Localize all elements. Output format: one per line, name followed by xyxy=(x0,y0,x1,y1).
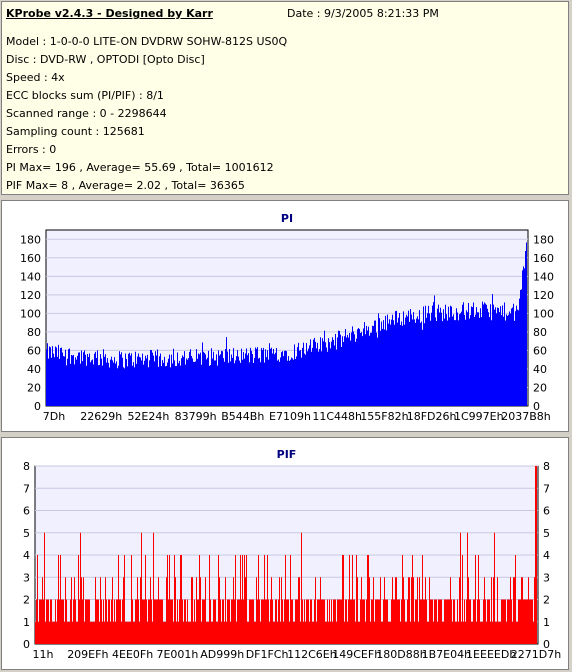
y-tick-label-right: 3 xyxy=(543,571,550,584)
x-tick-label: DF1FCh xyxy=(246,648,289,661)
y-tick-label-left: 40 xyxy=(27,363,41,376)
info-lines: Model : 1-0-0-0 LITE-ON DVDRW SOHW-812S … xyxy=(6,33,287,195)
x-tick-label: 7E001h xyxy=(156,648,198,661)
x-tick-label: 83799h xyxy=(175,410,217,423)
y-tick-label-left: 8 xyxy=(23,460,30,473)
chart-title: PIF xyxy=(277,448,297,461)
info-errors: Errors : 0 xyxy=(6,143,57,156)
info-range: Scanned range : 0 - 2298644 xyxy=(6,107,167,120)
info-model: Model : 1-0-0-0 LITE-ON DVDRW SOHW-812S … xyxy=(6,35,288,48)
y-tick-label-left: 120 xyxy=(20,289,41,302)
bars-group xyxy=(46,242,527,406)
x-tick-label: 22629h xyxy=(80,410,122,423)
info-pif-stats: PIF Max= 8 , Average= 2.02 , Total= 3636… xyxy=(6,179,245,192)
info-disc: Disc : DVD-RW , OPTODI [Opto Disc] xyxy=(6,53,205,66)
y-tick-label-right: 7 xyxy=(543,482,550,495)
bars-group xyxy=(35,466,537,644)
y-tick-label-left: 140 xyxy=(20,270,41,283)
y-tick-label-right: 0 xyxy=(543,638,550,651)
pi-chart-panel: PI 0 0 20 20 40 40 60 60 80 80 100 100 120 120 140 140 16… xyxy=(1,200,569,432)
y-tick-label-left: 80 xyxy=(27,326,41,339)
y-tick-label-right: 6 xyxy=(543,505,550,518)
y-tick-label-right: 60 xyxy=(533,344,547,357)
x-tick-label: 11h xyxy=(33,648,54,661)
x-tick-label: 18FD26h xyxy=(407,410,457,423)
y-tick-label-right: 100 xyxy=(533,307,554,320)
x-tick-label: 1C997Eh xyxy=(454,410,504,423)
y-tick-label-left: 7 xyxy=(23,482,30,495)
x-tick-label: 112C6Eh xyxy=(287,648,337,661)
y-tick-label-left: 0 xyxy=(34,400,41,413)
y-tick-label-right: 8 xyxy=(543,460,550,473)
info-speed: Speed : 4x xyxy=(6,71,65,84)
y-tick-label-left: 6 xyxy=(23,505,30,518)
y-tick-label-left: 60 xyxy=(27,344,41,357)
app-title: KProbe v2.4.3 - Designed by Karr xyxy=(6,7,213,20)
chart-title: PI xyxy=(281,212,293,225)
y-tick-label-right: 40 xyxy=(533,363,547,376)
y-tick-label-left: 180 xyxy=(20,233,41,246)
x-tick-label: E7109h xyxy=(269,410,311,423)
x-tick-label: 2037B8h xyxy=(501,410,551,423)
x-tick-label: 52E24h xyxy=(127,410,169,423)
info-panel: KProbe v2.4.3 - Designed by Karr Date : … xyxy=(1,1,569,195)
y-tick-label-left: 0 xyxy=(23,638,30,651)
y-tick-label-right: 2 xyxy=(543,594,550,607)
y-tick-label-left: 3 xyxy=(23,571,30,584)
info-ecc: ECC blocks sum (PI/PIF) : 8/1 xyxy=(6,89,164,102)
scan-date: Date : 9/3/2005 8:21:33 PM xyxy=(287,7,439,20)
x-tick-label: 4EE0Fh xyxy=(112,648,153,661)
info-sampling: Sampling count : 125681 xyxy=(6,125,145,138)
x-tick-label: 209EFh xyxy=(67,648,108,661)
x-tick-label: 7Dh xyxy=(43,410,65,423)
y-tick-label-left: 160 xyxy=(20,252,41,265)
y-tick-label-right: 5 xyxy=(543,527,550,540)
x-tick-label: 149CEFh xyxy=(332,648,381,661)
x-tick-label: 155F82h xyxy=(360,410,408,423)
y-tick-label-right: 120 xyxy=(533,289,554,302)
x-tick-label: 11C448h xyxy=(312,410,362,423)
y-tick-label-left: 1 xyxy=(23,616,30,629)
y-tick-label-right: 4 xyxy=(543,549,550,562)
pif-chart: PIF 0 0 1 1 2 2 3 3 4 4 5 5 6 6 7 7 8 8 11h 209EFh 4EE0Fh 7E00… xyxy=(23,448,561,661)
x-tick-label: 2271D7h xyxy=(511,648,561,661)
y-tick-label-left: 4 xyxy=(23,549,30,562)
y-tick-label-left: 2 xyxy=(23,594,30,607)
x-tick-label: 1B7E04h xyxy=(422,648,471,661)
pif-chart-panel: PIF 0 0 1 1 2 2 3 3 4 4 5 5 6 6 7 7 8 8 11h 209EFh 4EE0Fh 7E00… xyxy=(1,437,569,670)
y-tick-label-right: 20 xyxy=(533,381,547,394)
y-tick-label-left: 5 xyxy=(23,527,30,540)
info-pi-stats: PI Max= 196 , Average= 55.69 , Total= 10… xyxy=(6,161,274,174)
x-tick-label: 1EEEEDh xyxy=(466,648,516,661)
y-tick-label-right: 160 xyxy=(533,252,554,265)
x-tick-label: 180D88h xyxy=(376,648,426,661)
y-tick-label-left: 100 xyxy=(20,307,41,320)
y-tick-label-right: 0 xyxy=(533,400,540,413)
y-tick-label-right: 1 xyxy=(543,616,550,629)
y-tick-label-right: 180 xyxy=(533,233,554,246)
y-tick-label-right: 80 xyxy=(533,326,547,339)
x-tick-label: AD999h xyxy=(200,648,244,661)
y-tick-label-left: 20 xyxy=(27,381,41,394)
y-tick-label-right: 140 xyxy=(533,270,554,283)
x-tick-label: B544Bh xyxy=(221,410,264,423)
pi-chart: PI 0 0 20 20 40 40 60 60 80 80 100 100 120 120 140 140 16… xyxy=(20,212,554,423)
